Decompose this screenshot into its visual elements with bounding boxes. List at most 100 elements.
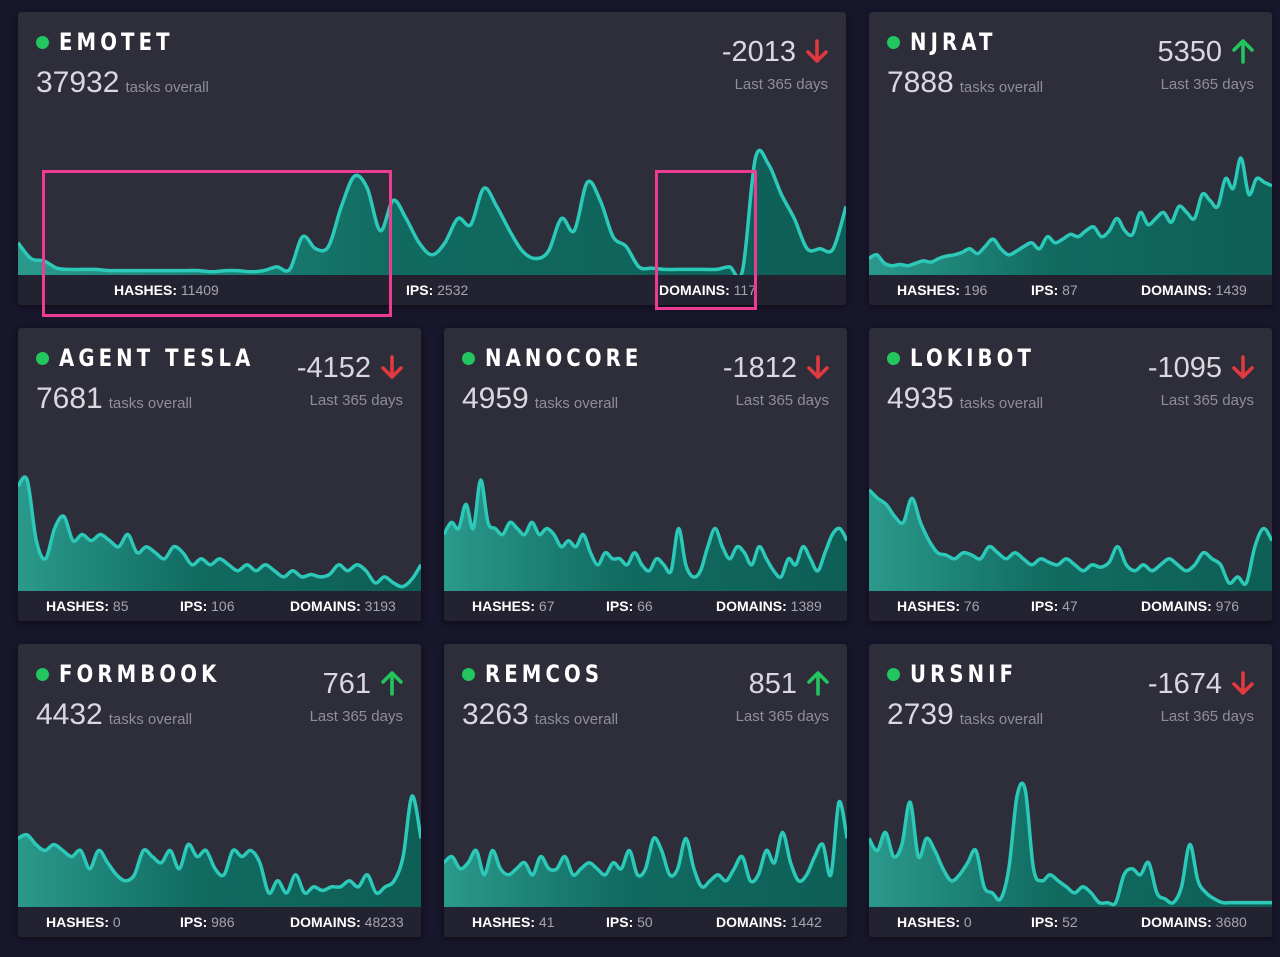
stat-domains: DOMAINS: 1389 — [716, 598, 822, 614]
card-njrat[interactable]: NJRAT 7888 tasks overall 5350 Last 365 days H… — [869, 12, 1272, 305]
stat-hashes: HASHES: 67 — [472, 598, 554, 614]
tasks-label: tasks overall — [959, 711, 1044, 728]
stats-bar: HASHES: 11409 IPS: 2532 DOMAINS: 117 — [18, 275, 846, 305]
stat-hashes: HASHES: 11409 — [114, 282, 219, 298]
sparkline-area — [18, 150, 846, 275]
stats-bar: HASHES: 196 IPS: 87 DOMAINS: 1439 — [869, 275, 1272, 305]
arrow-down-icon — [796, 38, 830, 68]
tasks-label: tasks overall — [108, 395, 193, 412]
stat-hashes: HASHES: 0 — [46, 914, 121, 930]
family-name: FORMBOOK — [59, 660, 221, 688]
stat-value: 976 — [1215, 598, 1240, 614]
period-label: Last 365 days — [735, 392, 829, 409]
tasks-row: 3263 tasks overall — [462, 698, 618, 732]
stat-ips: IPS: 87 — [1031, 282, 1078, 298]
arrow-up-icon — [371, 670, 405, 700]
arrow-up-icon — [1222, 38, 1256, 68]
stats-bar: HASHES: 67 IPS: 66 DOMAINS: 1389 — [444, 591, 847, 621]
sparkline-area — [444, 801, 847, 907]
card-emotet[interactable]: EMOTET 37932 tasks overall -2013 Last 365 da… — [18, 12, 846, 305]
arrow-down-icon — [1222, 670, 1256, 700]
tasks-label: tasks overall — [534, 711, 619, 728]
stat-value: 67 — [538, 598, 555, 614]
stat-value: 66 — [637, 598, 653, 614]
stat-label: DOMAINS: — [290, 914, 361, 930]
sparkline-chart — [18, 148, 846, 275]
tasks-row: 37932 tasks overall — [36, 66, 209, 100]
delta-row: -4152 — [297, 352, 405, 385]
stat-value: 106 — [211, 598, 235, 614]
sparkline-area — [869, 783, 1272, 907]
delta-value: -2013 — [721, 36, 796, 68]
card-nanocore[interactable]: NANOCORE 4959 tasks overall -1812 Last 365 d… — [444, 328, 847, 621]
tasks-label: tasks overall — [534, 395, 619, 412]
stat-label: DOMAINS: — [1141, 598, 1212, 614]
stat-domains: DOMAINS: 3680 — [1141, 914, 1247, 930]
tasks-total: 3263 — [462, 698, 529, 731]
tasks-total: 37932 — [36, 66, 120, 99]
sparkline-line — [869, 781, 1272, 907]
stat-label: IPS: — [606, 598, 634, 614]
tasks-total: 4959 — [462, 382, 529, 415]
sparkline-line — [18, 794, 421, 896]
family-name: NANOCORE — [485, 344, 643, 372]
card-title-row: NANOCORE — [462, 344, 677, 372]
sparkline-line — [18, 475, 421, 589]
stat-value: 47 — [1062, 598, 1078, 614]
tasks-row: 2739 tasks overall — [887, 698, 1043, 732]
card-title-row: NJRAT — [887, 28, 1016, 56]
stat-label: IPS: — [180, 914, 208, 930]
stat-label: HASHES: — [897, 598, 961, 614]
sparkline-line — [869, 156, 1272, 268]
period-label: Last 365 days — [735, 708, 829, 725]
stat-value: 1442 — [790, 914, 822, 930]
sparkline-chart — [869, 488, 1272, 591]
status-dot-icon — [36, 667, 49, 681]
delta-value: 5350 — [1157, 36, 1222, 68]
period-label: Last 365 days — [1160, 708, 1254, 725]
stat-ips: IPS: 66 — [606, 598, 653, 614]
stat-domains: DOMAINS: 117 — [659, 282, 756, 298]
stats-bar: HASHES: 0 IPS: 986 DOMAINS: 48233 — [18, 907, 421, 937]
card-remcos[interactable]: REMCOS 3263 tasks overall 851 Last 365 days H… — [444, 644, 847, 937]
stat-domains: DOMAINS: 48233 — [290, 914, 404, 930]
tasks-row: 7888 tasks overall — [887, 66, 1043, 100]
delta-value: -1674 — [1147, 668, 1222, 700]
stat-value: 0 — [112, 914, 121, 930]
stat-ips: IPS: 50 — [606, 914, 653, 930]
stat-value: 3680 — [1215, 914, 1247, 930]
stat-label: DOMAINS: — [716, 914, 787, 930]
card-agent-tesla[interactable]: AGENT TESLA 7681 tasks overall -4152 Last 36… — [18, 328, 421, 621]
stats-bar: HASHES: 41 IPS: 50 DOMAINS: 1442 — [444, 907, 847, 937]
stat-ips: IPS: 52 — [1031, 914, 1078, 930]
tasks-row: 4935 tasks overall — [887, 382, 1043, 416]
stat-label: IPS: — [1031, 914, 1059, 930]
sparkline-line — [444, 478, 847, 580]
card-title-row: LOKIBOT — [887, 344, 1062, 372]
card-lokibot[interactable]: LOKIBOT 4935 tasks overall -1095 Last 365 da… — [869, 328, 1272, 621]
status-dot-icon — [36, 35, 49, 49]
stat-label: HASHES: — [46, 914, 110, 930]
tasks-total: 7681 — [36, 382, 103, 415]
stats-bar: HASHES: 0 IPS: 52 DOMAINS: 3680 — [869, 907, 1272, 937]
tasks-label: tasks overall — [959, 79, 1044, 96]
sparkline-chart — [444, 478, 847, 591]
sparkline-area — [18, 795, 421, 907]
stats-bar: HASHES: 85 IPS: 106 DOMAINS: 3193 — [18, 591, 421, 621]
card-ursnif[interactable]: URSNIF 2739 tasks overall -1674 Last 365 day… — [869, 644, 1272, 937]
tasks-label: tasks overall — [125, 79, 209, 96]
family-name: NJRAT — [910, 28, 997, 56]
stat-label: HASHES: — [472, 598, 536, 614]
stat-label: DOMAINS: — [1141, 914, 1212, 930]
sparkline-area — [444, 480, 847, 591]
tasks-row: 4959 tasks overall — [462, 382, 618, 416]
stat-value: 1439 — [1215, 282, 1247, 298]
tasks-row: 7681 tasks overall — [36, 382, 192, 416]
stat-label: DOMAINS: — [1141, 282, 1212, 298]
family-name: LOKIBOT — [910, 344, 1035, 372]
card-title-row: REMCOS — [462, 660, 629, 688]
card-formbook[interactable]: FORMBOOK 4432 tasks overall 761 Last 365 day… — [18, 644, 421, 937]
stat-value: 76 — [963, 598, 980, 614]
card-title-row: FORMBOOK — [36, 660, 256, 688]
stat-value: 117 — [733, 282, 756, 298]
